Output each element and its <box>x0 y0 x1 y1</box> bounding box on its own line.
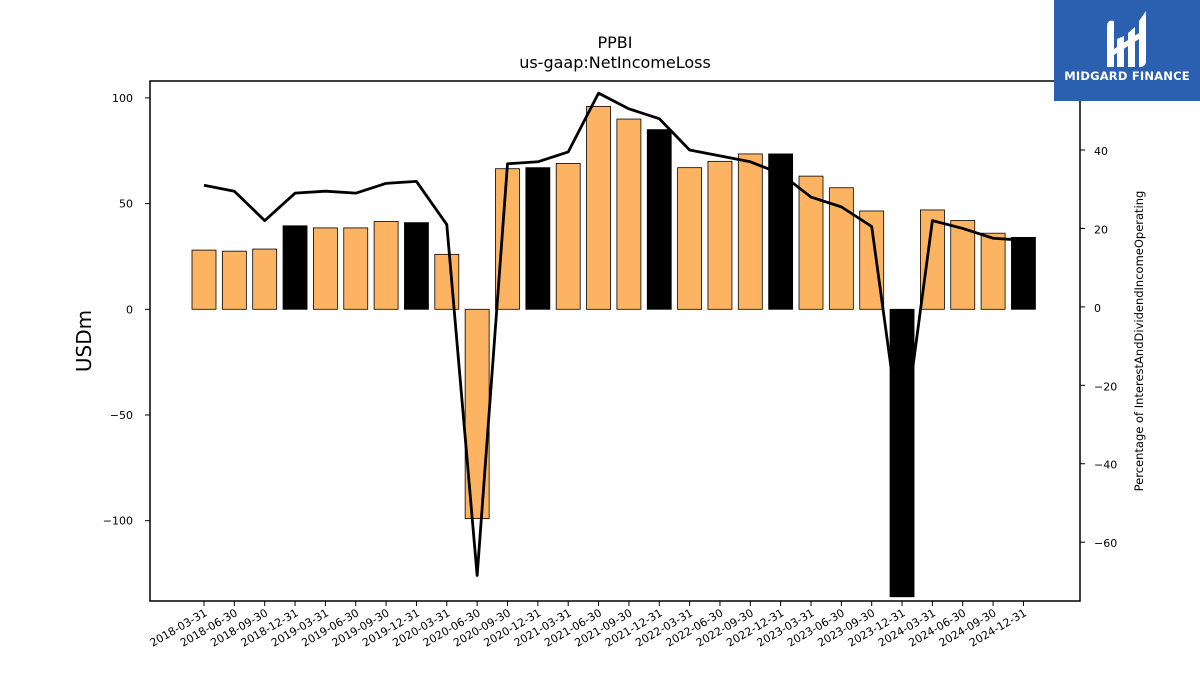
bar-2018-09-30 <box>252 248 278 310</box>
midgard-logo-icon <box>1107 11 1146 67</box>
bar-2022-03-31 <box>677 167 702 310</box>
brand-name: MIDGARD FINANCE <box>1064 69 1190 83</box>
y-tick-label: 50 <box>119 198 133 211</box>
y2-tick-label: −60 <box>1094 537 1117 550</box>
bar-2020-03-31 <box>434 253 460 310</box>
bar-2021-12-31 <box>646 129 672 310</box>
bar-2021-06-30 <box>586 105 611 310</box>
y2-tick-label: −40 <box>1094 459 1117 472</box>
right-axis: −60 −40 −20 0 20 40 <box>1080 145 1117 550</box>
bar-2022-09-30 <box>737 153 763 310</box>
bar-2023-06-30 <box>828 187 854 310</box>
bar-2018-03-31 <box>191 249 217 310</box>
bar-2018-12-31 <box>282 225 308 310</box>
y-tick-label: −100 <box>103 515 133 528</box>
bar-2024-06-30 <box>950 220 976 310</box>
y-axis-label: USDm <box>72 310 96 372</box>
y2-tick-label: 40 <box>1094 145 1108 158</box>
y2-tick-label: 0 <box>1094 302 1101 315</box>
left-axis: −100 −50 0 50 100 <box>103 92 150 528</box>
y-tick-label: 100 <box>112 92 133 105</box>
bar-2019-06-30 <box>343 227 369 310</box>
bar-2024-09-30 <box>980 232 1006 310</box>
bar-2023-12-31 <box>889 308 915 598</box>
chart-title: PPBI <box>598 33 633 52</box>
y2-tick-label: −20 <box>1094 380 1117 393</box>
ratio-line <box>203 91 1024 577</box>
chart-subtitle: us-gaap:NetIncomeLoss <box>519 53 711 72</box>
y2-tick-label: 20 <box>1094 223 1108 236</box>
bar-2020-12-31 <box>525 167 551 310</box>
brand-logo: MIDGARD FINANCE <box>1054 0 1200 101</box>
bar-2021-03-31 <box>555 163 581 310</box>
plot-area <box>191 91 1036 598</box>
bar-2022-12-31 <box>768 153 794 310</box>
x-axis: 2018-03-312018-06-302018-09-302018-12-31… <box>148 601 1029 650</box>
y-tick-label: 0 <box>126 303 133 316</box>
bar-2019-03-31 <box>312 227 338 310</box>
bar-2019-09-30 <box>373 221 399 310</box>
y2-axis-label: Percentage of InterestAndDividendIncomeO… <box>1132 191 1146 492</box>
bar-2021-09-30 <box>616 118 642 310</box>
plot-frame <box>149 80 1081 602</box>
bar-2019-12-31 <box>404 222 429 310</box>
bar-2022-06-30 <box>707 160 733 310</box>
y-tick-label: −50 <box>110 409 133 422</box>
bar-2024-12-31 <box>1011 237 1036 310</box>
bar-2018-06-30 <box>221 250 247 310</box>
